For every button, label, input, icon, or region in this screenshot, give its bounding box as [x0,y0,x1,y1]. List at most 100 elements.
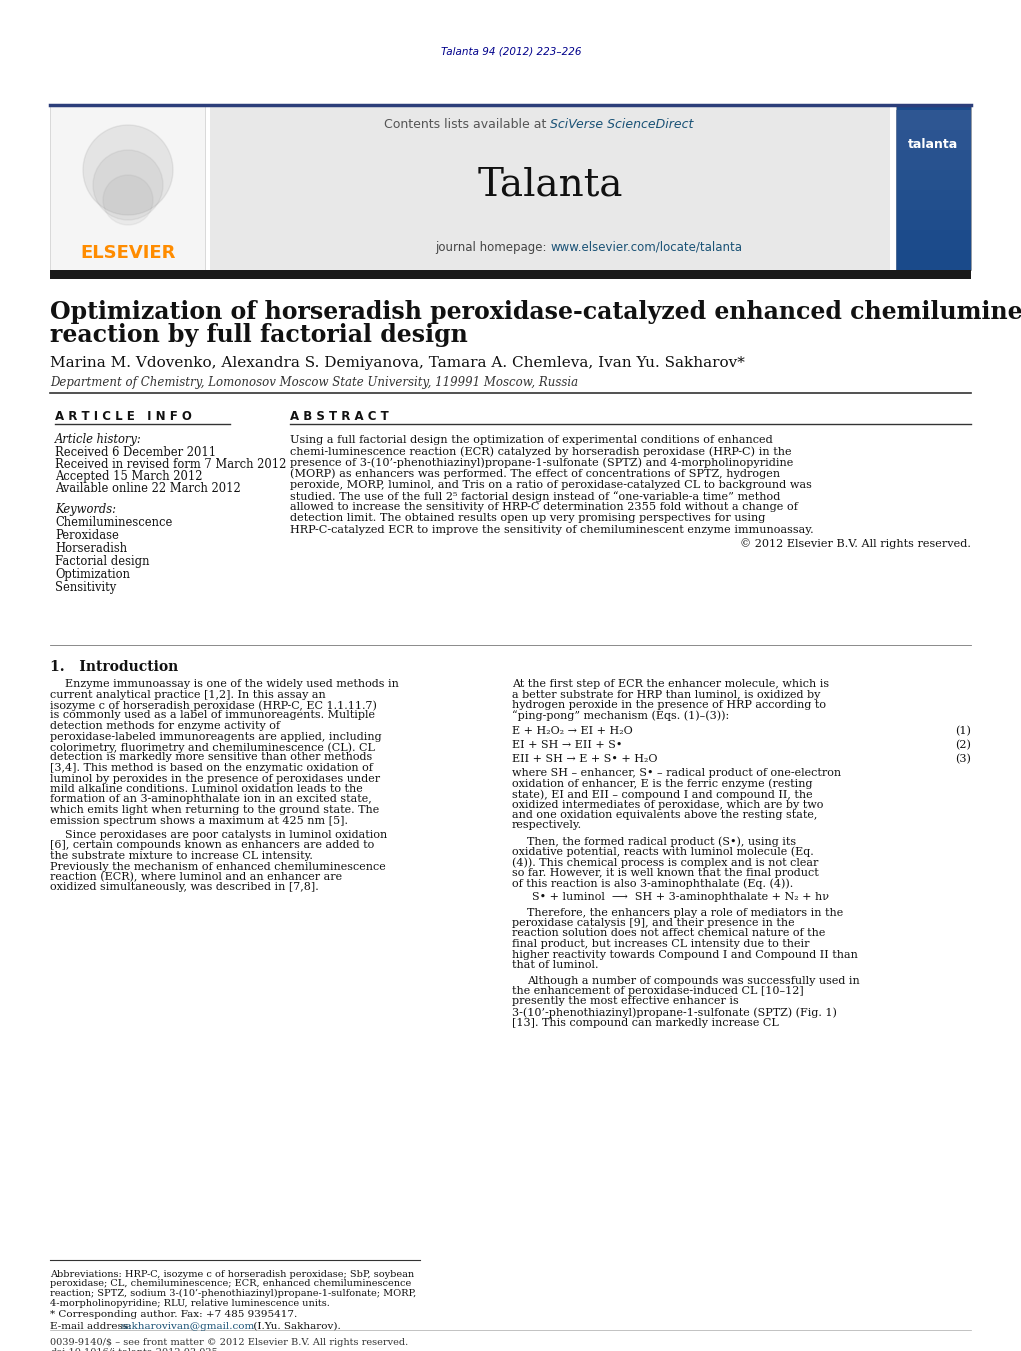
Text: peroxide, MORP, luminol, and Tris on a ratio of peroxidase-catalyzed CL to backg: peroxide, MORP, luminol, and Tris on a r… [290,480,812,490]
Text: Department of Chemistry, Lomonosov Moscow State University, 119991 Moscow, Russi: Department of Chemistry, Lomonosov Mosco… [50,376,578,389]
Text: Talanta: Talanta [477,166,623,204]
Bar [896,109,971,130]
Text: Talanta 94 (2012) 223–226: Talanta 94 (2012) 223–226 [441,47,581,57]
Bar [896,130,971,150]
Circle shape [83,126,173,215]
Text: which emits light when returning to the ground state. The: which emits light when returning to the … [50,805,379,815]
Text: www.elsevier.com/locate/talanta: www.elsevier.com/locate/talanta [550,240,742,254]
Text: E + H₂O₂ → EI + H₂O: E + H₂O₂ → EI + H₂O [512,725,633,736]
Bar [896,170,971,190]
Text: hydrogen peroxide in the presence of HRP according to: hydrogen peroxide in the presence of HRP… [512,700,826,711]
Text: Optimization of horseradish peroxidase-catalyzed enhanced chemiluminescence: Optimization of horseradish peroxidase-c… [50,300,1021,324]
Text: Abbreviations: HRP-C, isozyme c of horseradish peroxidase; SbP, soybean: Abbreviations: HRP-C, isozyme c of horse… [50,1270,415,1279]
Text: A R T I C L E   I N F O: A R T I C L E I N F O [55,409,192,423]
Bar [896,230,971,250]
Text: Therefore, the enhancers play a role of mediators in the: Therefore, the enhancers play a role of … [527,908,843,917]
Bar [896,150,971,170]
Circle shape [103,176,153,226]
Text: (1): (1) [955,725,971,736]
Text: (3): (3) [955,754,971,765]
Text: [3,4]. This method is based on the enzymatic oxidation of: [3,4]. This method is based on the enzym… [50,763,373,773]
Text: colorimetry, fluorimetry and chemiluminescence (CL). CL: colorimetry, fluorimetry and chemilumine… [50,742,375,753]
Text: Previously the mechanism of enhanced chemiluminescence: Previously the mechanism of enhanced che… [50,862,386,871]
Text: presence of 3-(10’-phenothiazinyl)propane-1-sulfonate (SPTZ) and 4-morpholinopyr: presence of 3-(10’-phenothiazinyl)propan… [290,458,793,467]
Text: detection is markedly more sensitive than other methods: detection is markedly more sensitive tha… [50,753,373,762]
Text: oxidized simultaneously, was described in [7,8].: oxidized simultaneously, was described i… [50,882,319,893]
Text: allowed to increase the sensitivity of HRP-C determination 2355 fold without a c: allowed to increase the sensitivity of H… [290,503,797,512]
Text: luminol by peroxides in the presence of peroxidases under: luminol by peroxides in the presence of … [50,774,380,784]
Text: and one oxidation equivalents above the resting state,: and one oxidation equivalents above the … [512,811,818,820]
Text: chemi-luminescence reaction (ECR) catalyzed by horseradish peroxidase (HRP-C) in: chemi-luminescence reaction (ECR) cataly… [290,446,791,457]
Bar [210,105,890,270]
Text: presently the most effective enhancer is: presently the most effective enhancer is [512,997,739,1006]
Text: Accepted 15 March 2012: Accepted 15 March 2012 [55,470,202,484]
Text: © 2012 Elsevier B.V. All rights reserved.: © 2012 Elsevier B.V. All rights reserved… [740,538,971,549]
Text: * Corresponding author. Fax: +7 485 9395417.: * Corresponding author. Fax: +7 485 9395… [50,1310,297,1319]
Text: “ping-pong” mechanism (Eqs. (1)–(3)):: “ping-pong” mechanism (Eqs. (1)–(3)): [512,711,729,721]
Text: EII + SH → E + S• + H₂O: EII + SH → E + S• + H₂O [512,754,658,765]
Text: (2): (2) [955,740,971,750]
Text: (MORP) as enhancers was performed. The effect of concentrations of SPTZ, hydroge: (MORP) as enhancers was performed. The e… [290,469,780,480]
Text: At the first step of ECR the enhancer molecule, which is: At the first step of ECR the enhancer mo… [512,680,829,689]
Bar [50,105,205,270]
Text: respectively.: respectively. [512,820,582,831]
Text: (I.Yu. Sakharov).: (I.Yu. Sakharov). [250,1323,341,1331]
Text: detection limit. The obtained results open up very promising perspectives for us: detection limit. The obtained results op… [290,513,766,523]
Text: reaction by full factorial design: reaction by full factorial design [50,323,468,347]
Text: a better substrate for HRP than luminol, is oxidized by: a better substrate for HRP than luminol,… [512,689,821,700]
Text: oxidized intermediates of peroxidase, which are by two: oxidized intermediates of peroxidase, wh… [512,800,823,809]
Text: journal homepage:: journal homepage: [435,240,550,254]
Text: (4)). This chemical process is complex and is not clear: (4)). This chemical process is complex a… [512,857,819,867]
Text: Sensitivity: Sensitivity [55,581,116,594]
Text: detection methods for enzyme activity of: detection methods for enzyme activity of [50,721,280,731]
Text: Received 6 December 2011: Received 6 December 2011 [55,446,216,459]
Text: S• + luminol  ⟶  SH + 3-aminophthalate + N₂ + hν: S• + luminol ⟶ SH + 3-aminophthalate + N… [532,892,829,901]
Text: reaction (ECR), where luminol and an enhancer are: reaction (ECR), where luminol and an enh… [50,871,342,882]
Text: doi:10.1016/j.talanta.2012.03.025: doi:10.1016/j.talanta.2012.03.025 [50,1348,217,1351]
Text: Marina M. Vdovenko, Alexandra S. Demiyanova, Tamara A. Chemleva, Ivan Yu. Sakhar: Marina M. Vdovenko, Alexandra S. Demiyan… [50,357,745,370]
Text: 0039-9140/$ – see front matter © 2012 Elsevier B.V. All rights reserved.: 0039-9140/$ – see front matter © 2012 El… [50,1337,408,1347]
Text: Although a number of compounds was successfully used in: Although a number of compounds was succe… [527,975,860,985]
Text: state), EI and EII – compound I and compound II, the: state), EI and EII – compound I and comp… [512,789,813,800]
Text: is commonly used as a label of immunoreagents. Multiple: is commonly used as a label of immunorea… [50,711,375,720]
Text: Optimization: Optimization [55,567,130,581]
Text: EI + SH → EII + S•: EI + SH → EII + S• [512,740,623,750]
Text: SciVerse ScienceDirect: SciVerse ScienceDirect [550,119,693,131]
Bar [50,270,971,280]
Text: the enhancement of peroxidase-induced CL [10–12]: the enhancement of peroxidase-induced CL… [512,986,804,996]
Bar [896,209,971,230]
Text: Factorial design: Factorial design [55,555,149,567]
Text: Available online 22 March 2012: Available online 22 March 2012 [55,482,241,494]
Circle shape [93,150,163,220]
Text: talanta: talanta [908,139,958,151]
Text: final product, but increases CL intensity due to their: final product, but increases CL intensit… [512,939,810,948]
Text: isozyme c of horseradish peroxidase (HRP-C, EC 1.1.11.7): isozyme c of horseradish peroxidase (HRP… [50,700,377,711]
Text: 1.   Introduction: 1. Introduction [50,661,179,674]
Text: peroxidase; CL, chemiluminescence; ECR, enhanced chemiluminescence: peroxidase; CL, chemiluminescence; ECR, … [50,1279,411,1289]
Text: Peroxidase: Peroxidase [55,530,118,542]
Text: HRP-C-catalyzed ECR to improve the sensitivity of chemiluminescent enzyme immuno: HRP-C-catalyzed ECR to improve the sensi… [290,524,814,535]
Text: reaction; SPTZ, sodium 3-(10’-phenothiazinyl)propane-1-sulfonate; MORP,: reaction; SPTZ, sodium 3-(10’-phenothiaz… [50,1289,417,1298]
Text: of this reaction is also 3-aminophthalate (Eq. (4)).: of this reaction is also 3-aminophthalat… [512,878,793,889]
Text: Since peroxidases are poor catalysts in luminol oxidation: Since peroxidases are poor catalysts in … [65,830,387,840]
Text: Then, the formed radical product (S•), using its: Then, the formed radical product (S•), u… [527,836,796,847]
Text: sakharovivan@gmail.com: sakharovivan@gmail.com [120,1323,254,1331]
Text: Article history:: Article history: [55,434,142,446]
Text: emission spectrum shows a maximum at 425 nm [5].: emission spectrum shows a maximum at 425… [50,816,348,825]
Text: Horseradish: Horseradish [55,542,128,555]
Text: higher reactivity towards Compound I and Compound II than: higher reactivity towards Compound I and… [512,950,858,959]
Text: oxidation of enhancer, E is the ferric enzyme (resting: oxidation of enhancer, E is the ferric e… [512,778,813,789]
Text: peroxidase catalysis [9], and their presence in the: peroxidase catalysis [9], and their pres… [512,917,794,928]
Text: Chemiluminescence: Chemiluminescence [55,516,173,530]
Bar [896,190,971,209]
Text: Using a full factorial design the optimization of experimental conditions of enh: Using a full factorial design the optimi… [290,435,773,444]
Bar [896,250,971,270]
Bar [896,105,971,270]
Text: Keywords:: Keywords: [55,503,116,516]
Text: reaction solution does not affect chemical nature of the: reaction solution does not affect chemic… [512,928,825,939]
Text: 3-(10’-phenothiazinyl)propane-1-sulfonate (SPTZ) (Fig. 1): 3-(10’-phenothiazinyl)propane-1-sulfonat… [512,1006,837,1017]
Text: Enzyme immunoassay is one of the widely used methods in: Enzyme immunoassay is one of the widely … [65,680,399,689]
Text: peroxidase-labeled immunoreagents are applied, including: peroxidase-labeled immunoreagents are ap… [50,731,382,742]
Text: oxidative potential, reacts with luminol molecule (Eq.: oxidative potential, reacts with luminol… [512,847,814,857]
Text: 4-morpholinopyridine; RLU, relative luminescence units.: 4-morpholinopyridine; RLU, relative lumi… [50,1298,330,1308]
